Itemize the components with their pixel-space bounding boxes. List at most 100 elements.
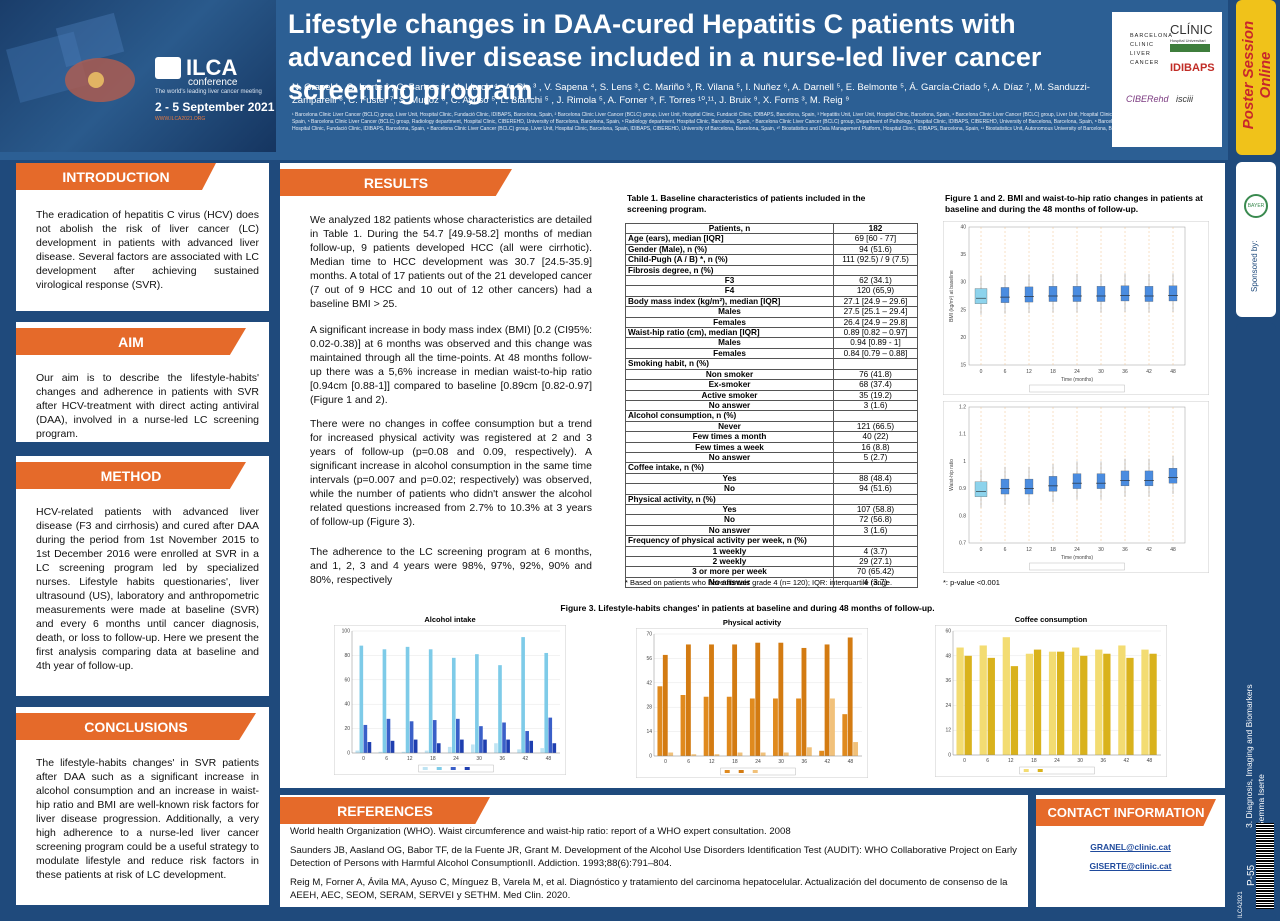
table-label: Females xyxy=(625,347,834,360)
x-tick-label: 30 xyxy=(1098,547,1104,553)
method-heading: METHOD xyxy=(16,462,246,489)
tick-label: 80 xyxy=(344,653,350,659)
category-label: 30 xyxy=(1077,758,1083,764)
bar xyxy=(847,637,853,756)
box xyxy=(1120,470,1130,487)
category-label: 42 xyxy=(523,756,529,762)
bar xyxy=(691,754,697,756)
conference-logo-block: ILCA conference The world's leading live… xyxy=(0,0,276,152)
clinic-logo-bar xyxy=(1170,44,1210,52)
bar xyxy=(842,714,848,756)
table-value: 35 (19.2) xyxy=(833,389,918,401)
physical-title: Physical activity xyxy=(722,618,782,627)
tick-label: 28 xyxy=(646,705,652,711)
track-name: 3. Diagnosis, Imaging and Biomarkers xyxy=(1244,684,1254,828)
bar xyxy=(1002,637,1010,755)
bar xyxy=(1080,655,1088,755)
bar xyxy=(548,717,553,753)
bar xyxy=(405,646,410,753)
x-tick-label: 42 xyxy=(1146,547,1152,553)
box xyxy=(1168,468,1178,484)
bar xyxy=(552,743,557,753)
table-label: Waist-hip ratio (cm), median [IQR] xyxy=(625,327,834,339)
bar xyxy=(390,740,395,753)
x-tick-label: 42 xyxy=(1146,369,1152,375)
table-value: 70 (65.42) xyxy=(833,566,918,578)
table-row: Coffee intake, n (%) xyxy=(625,462,918,474)
table-label: Fibrosis degree, n (%) xyxy=(625,264,834,277)
table-label: Age (ears), median [IQR] xyxy=(625,233,834,245)
table-label: Females xyxy=(625,316,834,329)
email-link-2[interactable]: GISERTE@clinic.cat xyxy=(1089,861,1172,871)
bar xyxy=(819,750,825,756)
table-value: 27.1 [24.9 – 29.6] xyxy=(833,295,918,308)
bar xyxy=(680,695,686,756)
tick-label: 20 xyxy=(960,335,966,341)
table-row: Females 26.4 [24.9 – 29.8] xyxy=(625,316,918,329)
box xyxy=(1048,286,1058,302)
tick-label: 60 xyxy=(344,677,350,683)
table-value xyxy=(833,493,918,505)
category-label: 12 xyxy=(709,759,715,765)
table-value: 4 (3.7) xyxy=(833,576,918,589)
conclusions-text: The lifestyle-habits changes' in SVR pat… xyxy=(36,757,259,881)
table-container: Patients, n 182 Age (ears), median [IQR] 69… xyxy=(625,222,918,589)
bayer-logo: BAYER xyxy=(1244,194,1268,218)
legend-box xyxy=(1019,766,1095,775)
x-tick-label: 18 xyxy=(1050,369,1056,375)
bar xyxy=(806,747,812,756)
box xyxy=(1024,478,1034,495)
reference-item: Reig M, Forner A, Ávila MA, Ayuso C, Mín… xyxy=(290,877,1008,901)
table-label: 2 weekly xyxy=(625,555,834,568)
method-panel: METHOD HCV-related patients with advance… xyxy=(16,456,269,696)
bar xyxy=(737,752,743,756)
y-axis-label: BMI (kg/m²) at baseline xyxy=(949,270,955,322)
x-tick-label: 6 xyxy=(1004,547,1007,553)
bar xyxy=(359,645,364,753)
table-value: 72 (56.8) xyxy=(833,514,918,526)
bar xyxy=(783,752,789,756)
bmi-box-chart: 15 20 25 30 35 40 0 6 12 18 24 30 36 42 48 BMI (kg/m²) … xyxy=(943,221,1209,395)
track-box: 3. Diagnosis, Imaging and Biomarkers Gem… xyxy=(1236,323,1276,921)
legend-box xyxy=(418,764,494,773)
tick-label: 0 xyxy=(948,753,951,759)
clinic-logo: CLÍNIC xyxy=(1170,22,1213,37)
table-value: 111 (92.5) / 9 (7.5) xyxy=(833,254,918,266)
table-label: Yes xyxy=(625,503,834,516)
legend-box xyxy=(1029,384,1125,393)
table-value: 3 (1.6) xyxy=(833,399,918,412)
bar xyxy=(1010,666,1019,755)
idibaps-logo: IDIBAPS xyxy=(1170,62,1215,74)
references-heading: REFERENCES xyxy=(280,797,490,824)
table-label: Smoking habit, n (%) xyxy=(625,358,834,370)
bar xyxy=(824,644,830,756)
table-label: No answer xyxy=(625,399,834,412)
email-link-1[interactable]: GRANEL@clinic.cat xyxy=(1090,842,1171,852)
box xyxy=(1096,473,1106,489)
legend-swatch xyxy=(436,767,442,770)
liver-illustration xyxy=(6,12,135,103)
table-value: 4 (3.7) xyxy=(833,545,918,558)
legend-swatch xyxy=(464,767,470,770)
table-value xyxy=(833,264,918,277)
x-tick-label: 0 xyxy=(980,369,983,375)
legend-swatch xyxy=(1037,769,1043,772)
alcohol-title: Alcohol intake xyxy=(424,615,476,624)
bar xyxy=(456,718,460,753)
alcohol-chart: 0 20 40 60 80 100 0 6 12 18 24 30 36 42 48 xyxy=(334,625,566,775)
table-row: F4 120 (65,9) xyxy=(625,285,918,297)
poster-session-badge: Poster Session Online xyxy=(1236,0,1276,155)
bar xyxy=(521,637,525,753)
table-row: No 94 (51.6) xyxy=(625,483,918,495)
bar xyxy=(1072,647,1080,755)
tick-label: 14 xyxy=(646,729,652,735)
table-label: Active smoker xyxy=(625,389,834,401)
table-value: 107 (58.8) xyxy=(833,503,918,516)
bar xyxy=(1095,649,1103,755)
x-axis-label: Time (months) xyxy=(1061,377,1093,383)
table-value: 94 (51.6) xyxy=(833,243,918,256)
table-label: Gender (Male), n (%) xyxy=(625,243,834,256)
legend-swatch xyxy=(738,770,744,773)
bar xyxy=(544,652,549,753)
category-label: 6 xyxy=(986,758,989,764)
